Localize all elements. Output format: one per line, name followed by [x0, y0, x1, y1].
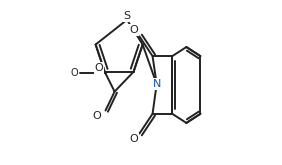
- Text: O: O: [92, 111, 101, 121]
- Text: O: O: [94, 63, 103, 73]
- Text: O: O: [129, 25, 138, 35]
- Text: N: N: [153, 79, 162, 89]
- Text: N: N: [153, 79, 162, 89]
- Text: S: S: [124, 11, 131, 21]
- Text: O: O: [129, 134, 138, 144]
- Text: S: S: [124, 11, 131, 21]
- Text: O: O: [70, 68, 78, 78]
